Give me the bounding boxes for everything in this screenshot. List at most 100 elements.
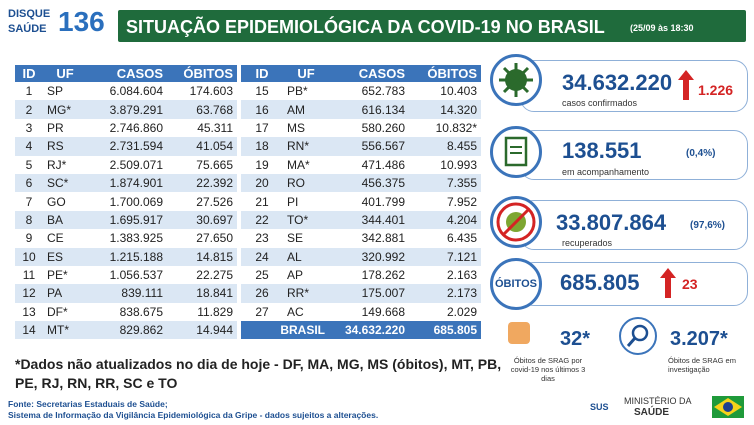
column-header: ÓBITOS (183, 66, 233, 81)
cell: PB* (287, 84, 308, 99)
monitoring-value: 138.551 (562, 138, 642, 163)
cell: SC* (47, 176, 69, 191)
column-header: ID (22, 66, 36, 81)
row: 7 GO 1.700.069 27.526 (15, 192, 237, 210)
cell: RN* (287, 139, 310, 154)
cell: 25 (255, 268, 269, 283)
cell: 2.029 (446, 304, 477, 319)
cell: RJ* (47, 157, 67, 172)
row: 10 ES 1.215.188 14.815 (15, 247, 237, 266)
row: 20 RO 456.375 7.355 (241, 173, 481, 193)
cell: PA (47, 286, 63, 301)
cell: 5 (25, 157, 33, 172)
srag-recent-label: Óbitos de SRAG por covid-19 nos últimos … (510, 356, 586, 383)
cell: 22.392 (196, 176, 233, 191)
cell: 45.311 (197, 120, 233, 135)
cell: 1.056.537 (109, 268, 163, 283)
cell: PR (47, 120, 64, 135)
monitoring-percent: (0,4%) (686, 148, 716, 159)
cell: 401.799 (361, 194, 405, 209)
row: 16 AM 616.134 14.320 (241, 100, 481, 119)
cell: 8.455 (446, 139, 477, 154)
cell: 471.486 (361, 157, 405, 172)
cell: 24 (255, 249, 269, 264)
cell: 21 (255, 194, 269, 209)
cell: AC (287, 304, 304, 319)
cell: 4 (25, 139, 33, 154)
cell: 2.173 (446, 286, 477, 301)
total-row: BRASIL 34.632.220 685.805 (241, 321, 481, 340)
clipboard-icon (490, 126, 542, 178)
cell: 556.567 (361, 139, 405, 154)
table-left: ID UF CASOS ÓBITOS 1 SP 6.084.604 174.603 2 MG* 3.… (15, 65, 237, 340)
cell: 456.375 (361, 176, 405, 191)
deaths-delta: 23 (682, 276, 698, 292)
srag-investigation-value: 3.207* (670, 328, 728, 350)
logo-top: DISQUE (8, 8, 51, 20)
column-header: ÓBITOS (427, 66, 477, 81)
deaths-badge: ÓBITOS (490, 258, 542, 310)
cell: ES (47, 249, 64, 264)
row: 21 PI 401.799 7.952 (241, 192, 481, 210)
recovered-percent: (97,6%) (690, 220, 726, 231)
cell: 2 (25, 102, 33, 117)
row: 14 MT* 829.862 14.944 (15, 321, 237, 340)
row: 17 MS 580.260 10.832* (241, 119, 481, 137)
cell: 6.084.604 (109, 84, 163, 99)
row: 15 PB* 652.783 10.403 (241, 82, 481, 100)
srag-recent-value: 32* (560, 328, 591, 350)
confirmed-delta: 1.226 (698, 82, 734, 98)
cell: 7.952 (446, 194, 477, 209)
cell: RS (47, 139, 64, 154)
cell: 6.435 (446, 231, 477, 246)
cell: 23 (255, 231, 269, 246)
cell: 1.383.925 (109, 231, 163, 246)
cell: 2.731.594 (109, 139, 163, 154)
header-row: ID UF CASOS ÓBITOS (241, 65, 481, 82)
row: 9 CE 1.383.925 27.650 (15, 229, 237, 247)
confirmed-value: 34.632.220 (562, 70, 673, 95)
cell: GO (47, 194, 66, 209)
recovered-value: 33.807.864 (556, 210, 667, 235)
column-header: UF (297, 66, 315, 81)
row: 13 DF* 838.675 11.829 (15, 303, 237, 321)
column-header: CASOS (116, 66, 163, 81)
cell: 17 (255, 120, 269, 135)
cell: 149.668 (361, 304, 405, 319)
cell: 838.675 (119, 304, 163, 319)
deaths-heading: ÓBITOS (495, 278, 537, 290)
cell: AL (287, 249, 302, 264)
cell: CE (47, 231, 64, 246)
cell: 15 (255, 84, 269, 99)
source-1: Fonte: Secretarias Estaduais de Saúde; (8, 399, 168, 409)
cell: 9 (25, 231, 33, 246)
cell: 11.829 (197, 304, 233, 319)
row: 11 PE* 1.056.537 22.275 (15, 266, 237, 284)
row: 27 AC 149.668 2.029 (241, 303, 481, 321)
cell: 10.993 (440, 157, 477, 172)
icon (499, 63, 533, 97)
confirmed-label: casos confirmados (562, 98, 638, 108)
row: 19 MA* 471.486 10.993 (241, 156, 481, 174)
cell: 16 (255, 102, 269, 117)
cell: 14.320 (440, 102, 477, 117)
cell: 839.111 (121, 286, 163, 301)
cell: RO (287, 176, 305, 191)
icon (496, 202, 536, 242)
row: 1 SP 6.084.604 174.603 (15, 82, 237, 100)
column-header: UF (56, 66, 74, 81)
up-arrow (678, 70, 694, 100)
cell: 175.007 (361, 286, 405, 301)
cell: 30.697 (196, 212, 233, 227)
cell: 1 (25, 84, 33, 99)
monitoring-label: em acompanhamento (562, 167, 650, 177)
cell: 7 (25, 194, 33, 209)
row: 2 MG* 3.879.291 63.768 (15, 100, 237, 119)
cell: 26 (255, 286, 269, 301)
cell: SE (287, 231, 304, 246)
cell: 13 (22, 304, 36, 319)
row: 8 BA 1.695.917 30.697 (15, 210, 237, 230)
cell: 10 (22, 249, 36, 264)
cell: 2.509.071 (109, 157, 163, 172)
